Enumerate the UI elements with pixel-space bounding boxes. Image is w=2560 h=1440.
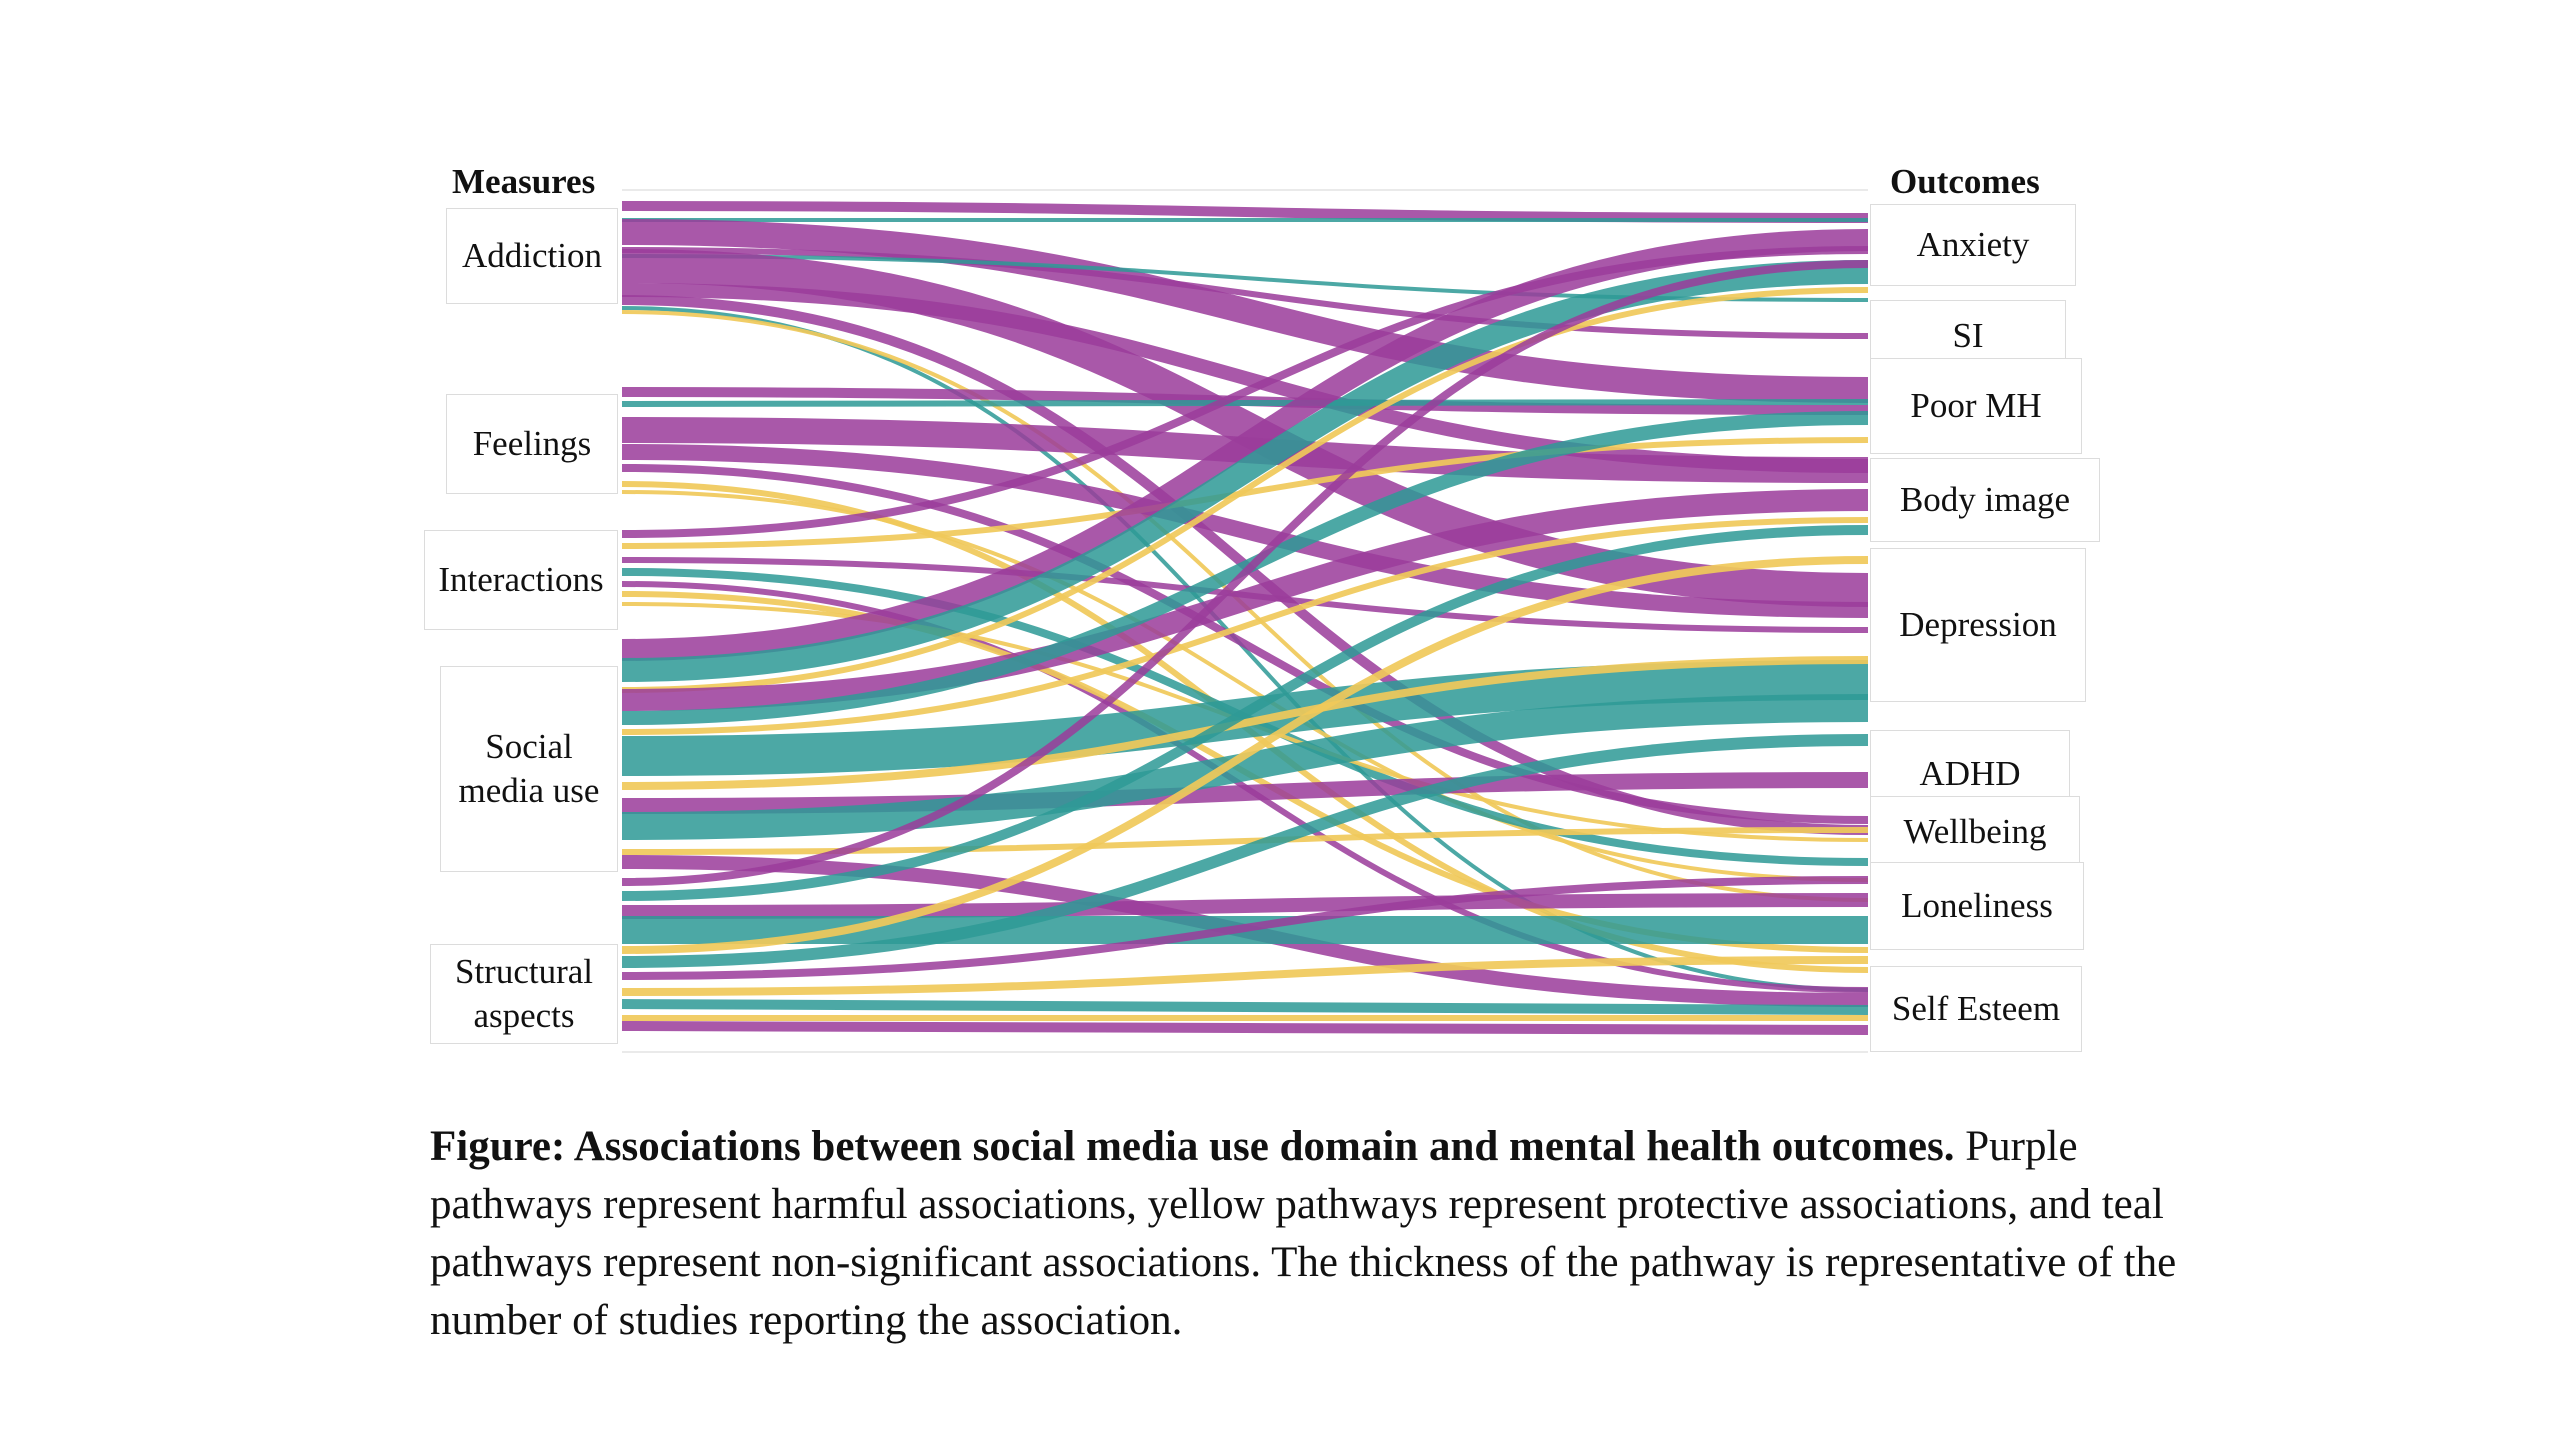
- pathway-social-wellbeing-protective: [621, 827, 1869, 855]
- outcome-poor-mh: Poor MH: [1870, 358, 2082, 454]
- pathway-social-adhd-harmful: [621, 772, 1869, 814]
- pathway-structural-bodyimage-ns: [621, 525, 1869, 901]
- outcome-depression: Depression: [1870, 548, 2086, 702]
- pathway-social-anxiety-harmful: [621, 229, 1869, 661]
- outcome-body-image: Body image: [1870, 458, 2100, 542]
- pathway-structural-adhd-ns: [621, 734, 1869, 968]
- figure-caption: Figure: Associations between social medi…: [430, 1118, 2190, 1350]
- pathway-social-anxiety-protective: [621, 287, 1869, 693]
- pathway-structural-selfesteem-protective: [621, 956, 1869, 996]
- outcome-wellbeing: Wellbeing: [1870, 796, 2080, 868]
- pathway-structural-selfesteem-harmful: [621, 1021, 1869, 1035]
- pathway-structural-loneliness-harmful: [621, 893, 1869, 919]
- pathways: [621, 201, 1869, 1035]
- pathway-addiction-poormh-harmful: [621, 219, 1869, 403]
- pathway-structural-selfesteem-ns: [621, 999, 1869, 1015]
- outcome-self-esteem: Self Esteem: [1870, 966, 2082, 1052]
- pathway-social-depression-protective: [621, 656, 1869, 790]
- measure-interactions: Interactions: [424, 530, 618, 630]
- outcomes-header: Outcomes: [1890, 162, 2040, 201]
- measure-social-media-use: Social media use: [440, 666, 618, 872]
- caption-text: Purple pathways represent harmful associ…: [430, 1123, 2177, 1344]
- caption-title: Figure: Associations between social medi…: [430, 1123, 1955, 1170]
- pathway-structural-depression-protective: [621, 556, 1869, 954]
- pathway-social-anxiety-ns: [621, 260, 1869, 682]
- pathway-addiction-si-harmful: [621, 247, 1869, 339]
- pathway-addiction-anxiety-harmful: [621, 201, 1869, 223]
- pathway-social-bodyimage-harmful: [621, 489, 1869, 711]
- pathway-structural-anxiety-harmful: [621, 260, 1869, 886]
- pathway-diagram: [621, 189, 1869, 1053]
- pathway-social-depression-ns-2: [621, 694, 1869, 840]
- sankey-figure: Measures Outcomes Addiction Feelings Int…: [424, 162, 2100, 1053]
- measures-header: Measures: [452, 162, 596, 201]
- outcome-anxiety: Anxiety: [1870, 204, 2076, 286]
- pathway-addiction-depression-harmful: [621, 249, 1869, 607]
- measure-addiction: Addiction: [446, 208, 618, 304]
- pathway-structural-loneliness-harmful-2: [621, 876, 1869, 980]
- pathway-feelings-poormh-ns: [621, 399, 1869, 407]
- measure-structural-aspects: Structural aspects: [430, 944, 618, 1044]
- pathway-feelings-depression-harmful: [621, 444, 1869, 618]
- outcome-loneliness: Loneliness: [1870, 862, 2084, 950]
- measure-feelings: Feelings: [446, 394, 618, 494]
- pathway-feelings-wellbeing-harmful: [621, 464, 1869, 824]
- pathway-social-bodyimage-protective: [621, 517, 1869, 735]
